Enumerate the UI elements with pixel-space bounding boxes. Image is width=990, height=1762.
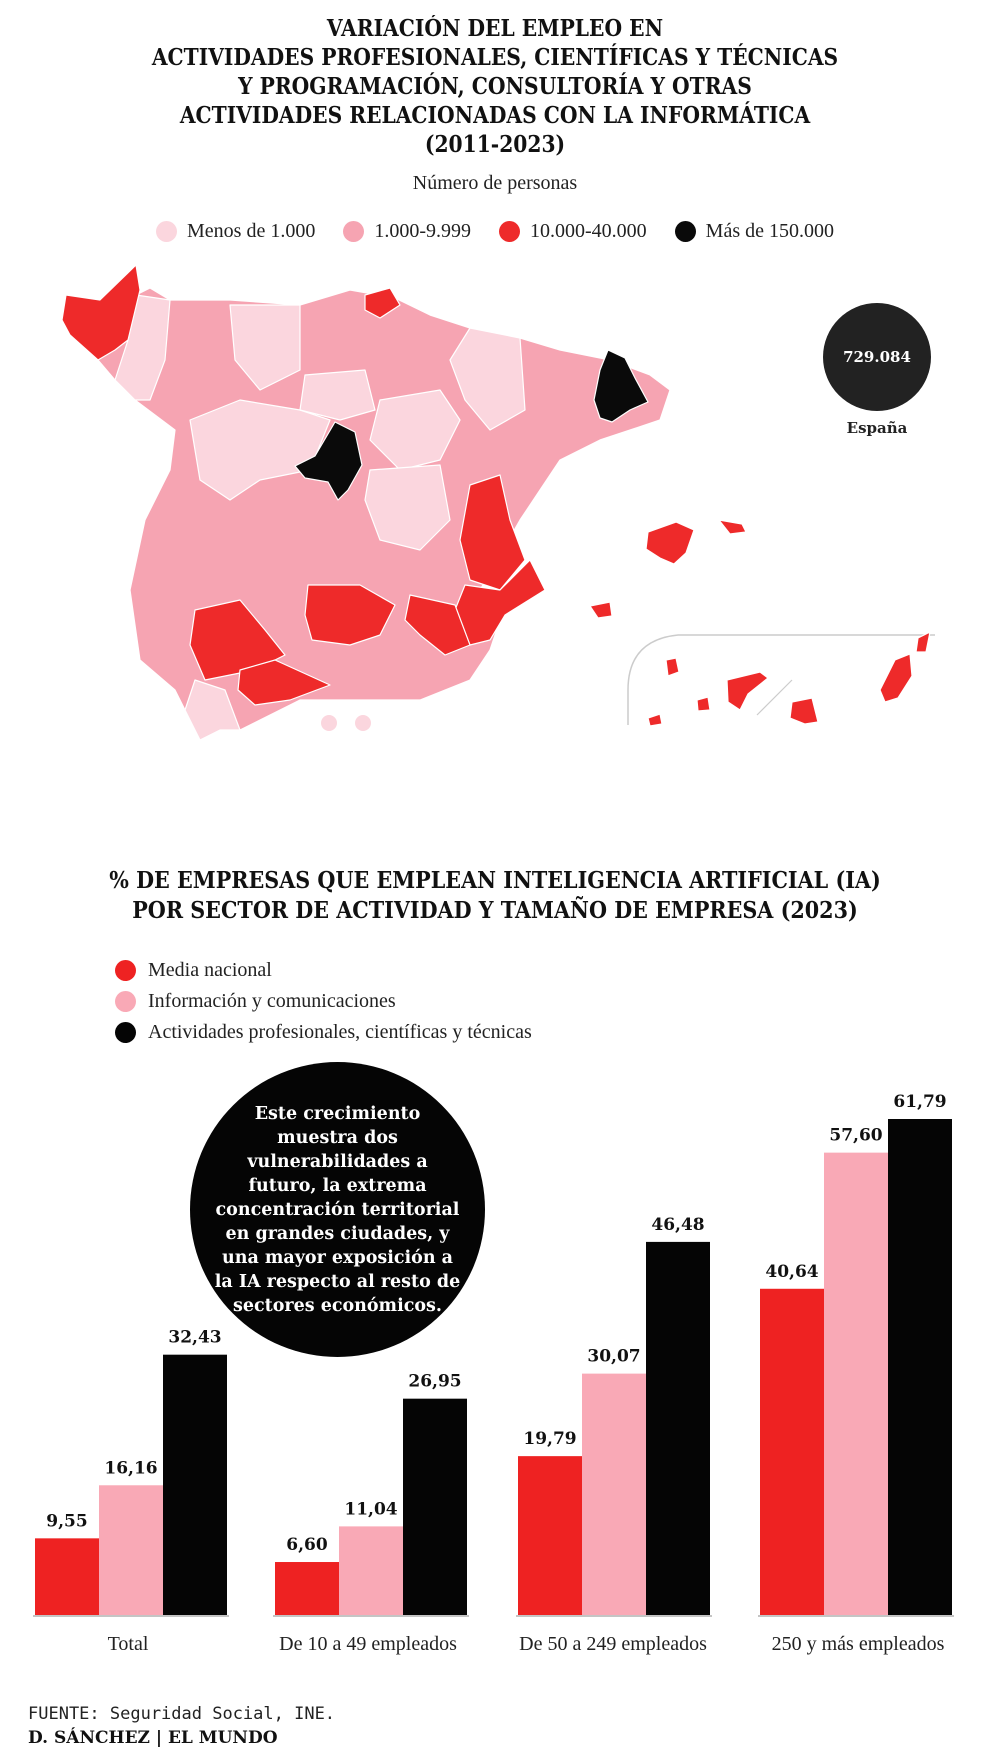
map-balearic-islands [589,601,613,619]
legend-label: Más de 150.000 [705,220,834,242]
legend-swatch [115,991,136,1012]
legend-label: 10.000-40.000 [530,220,647,242]
legend-swatch [674,221,696,242]
map-region-light [114,294,171,401]
map-title-line: ACTIVIDADES RELACIONADAS CON LA INFORMÁT… [179,102,811,129]
map-title-line: Y PROGRAMACIÓN, CONSULTORÍA Y OTRAS [238,73,752,100]
chart-legend: Media nacional Información y comunicacio… [115,955,532,1048]
bar-value-label: 61,79 [893,1092,946,1112]
map-title-line: (2011-2023) [424,131,566,158]
bar [163,1354,227,1615]
map-region-light [364,464,451,551]
map-canary-islands [665,657,680,677]
map-region-light [184,679,241,741]
map-title-line: VARIACIÓN DEL EMPLEO EN [326,15,664,42]
legend-label: 1.000-9.999 [374,220,471,242]
bar-value-label: 26,95 [408,1372,461,1392]
legend-label: Media nacional [148,959,272,981]
bar [339,1526,403,1615]
legend-label: Actividades profesionales, científicas y… [148,1021,532,1043]
spain-province-map [61,264,935,741]
spain-total-value: 729.084 [843,348,911,366]
bar-value-label: 9,55 [46,1511,87,1531]
map-legend-item: Menos de 1.000 [156,220,315,243]
bar [518,1456,582,1615]
bar-value-label: 30,07 [587,1347,640,1367]
annotation-bubble: Este crecimiento muestra dos vulnerabili… [190,1062,485,1357]
annotation-text: Este crecimiento muestra dos vulnerabili… [214,1103,461,1316]
credit-line: D. SÁNCHEZ | EL MUNDO [28,1728,278,1748]
bar-value-label: 46,48 [651,1215,704,1235]
map-legend: Menos de 1.000 1.000-9.999 10.000-40.000… [0,220,990,243]
map-region-light [369,389,461,471]
map-legend-item: 1.000-9.999 [343,220,471,243]
bar [35,1538,99,1615]
chart-title: % DE EMPRESAS QUE EMPLEAN INTELIGENCIA A… [50,866,941,926]
chart-legend-item: Media nacional [115,955,532,986]
map-region-red [61,264,141,361]
map-region-red [404,594,471,656]
bar [275,1562,339,1615]
map-canary-islands [915,631,931,653]
chart-legend-item: Actividades profesionales, científicas y… [115,1017,532,1048]
bar-value-label: 57,60 [829,1126,882,1146]
bar [824,1152,888,1615]
legend-label: Menos de 1.000 [187,220,316,242]
map-ceuta [321,715,337,731]
map-region-black [294,421,363,501]
map-canary-frame [627,634,935,725]
legend-swatch [115,1022,136,1043]
map-melilla [355,715,371,731]
bar-value-label: 16,16 [104,1458,157,1478]
bar-value-label: 19,79 [523,1429,576,1449]
map-canary-islands [696,696,711,712]
map-region-light [229,304,301,391]
legend-swatch [156,221,177,242]
map-balearic-islands [645,521,695,565]
spain-total-circle: 729.084 [823,303,931,411]
map-legend-item: 10.000-40.000 [499,220,647,243]
bar-chart: 9,55 16,16 32,43 Total 6,60 11,04 26,95 De 10 a… [33,1092,954,1655]
bar [582,1373,646,1615]
category-label: 250 y más empleados [772,1633,945,1655]
map-region-red [304,584,396,646]
map-region-black [593,349,649,423]
map-canary-islands [726,671,769,711]
map-canary-islands [789,697,819,725]
bar [403,1398,467,1615]
bar-value-label: 11,04 [344,1499,397,1519]
map-canary-divider [756,679,793,716]
map-title: VARIACIÓN DEL EMPLEO EN ACTIVIDADES PROF… [59,14,930,159]
map-region-red [364,287,401,319]
map-region-red [459,474,526,591]
legend-swatch [343,221,365,242]
spain-total-label: España [846,419,908,437]
category-label: Total [108,1633,149,1655]
map-title-line: ACTIVIDADES PROFESIONALES, CIENTÍFICAS Y… [151,44,839,71]
chart-legend-item: Información y comunicaciones [115,986,532,1017]
map-region-light [299,369,376,421]
map-region-red [237,659,331,706]
legend-swatch [115,960,136,981]
map-canary-islands [879,653,913,703]
bar [760,1288,824,1615]
chart-title-line: % DE EMPRESAS QUE EMPLEAN INTELIGENCIA A… [109,867,881,894]
map-balearic-islands [718,519,747,535]
legend-label: Información y comunicaciones [148,990,396,1012]
legend-swatch [499,221,520,242]
category-label: De 50 a 249 empleados [519,1633,707,1655]
chart-title-line: POR SECTOR DE ACTIVIDAD Y TAMAÑO DE EMPR… [132,897,858,924]
bar-value-label: 40,64 [765,1262,818,1282]
map-region-light [449,327,526,431]
bar [888,1119,952,1615]
map-canary-islands [647,713,663,727]
bar-value-label: 32,43 [168,1328,221,1348]
bar-value-label: 6,60 [286,1535,328,1555]
category-label: De 10 a 49 empleados [279,1633,457,1655]
map-legend-item: Más de 150.000 [674,220,834,243]
bar [646,1241,710,1615]
map-subtitle: Número de personas [412,172,578,194]
bar [99,1485,163,1615]
source-note: FUENTE: Seguridad Social, INE. [28,1704,336,1724]
